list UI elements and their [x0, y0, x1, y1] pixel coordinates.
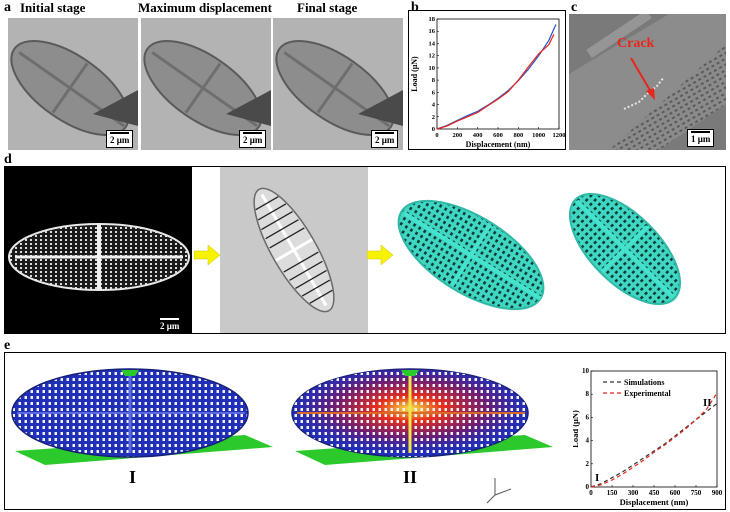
scale-bar-d: 2 μm [157, 317, 182, 333]
plot-area [436, 18, 560, 130]
stage-title-3: Final stage [297, 0, 358, 15]
sem-frame-1: 2 μm [8, 18, 138, 150]
x-tick-label: 600 [670, 489, 681, 497]
series-line-2 [436, 34, 555, 130]
panel-d-frame: 2 μm [4, 166, 726, 334]
y-tick-label: 0 [432, 126, 435, 133]
tomogram-slice-image [220, 167, 368, 333]
y-tick-label: 6 [432, 89, 436, 96]
x-tick-label: 0 [435, 132, 438, 139]
scale-bar-a3: 2 μm [371, 130, 399, 148]
y-tick-label: 2 [586, 460, 590, 468]
crack-arrow [630, 57, 655, 100]
series-line-2 [590, 392, 718, 488]
load-displacement-chart-e: 0 150 300 450 600 750 900 0 2 4 6 8 10 Displacement (… [573, 367, 723, 507]
sem-frame-2: 2 μm [141, 18, 271, 150]
diatom-sem-image: 2 μm [5, 167, 192, 333]
series-line-1 [590, 403, 718, 488]
panel-d-label: d [4, 152, 12, 167]
x-tick-label: 300 [628, 489, 639, 497]
y-tick-label: 14 [429, 40, 436, 47]
legend-label-1: Simulations [624, 378, 664, 387]
stage-label-II: II [403, 467, 418, 487]
y-tick-label: 8 [586, 390, 590, 398]
panel-a-label: a [4, 0, 11, 15]
x-tick-label: 1000 [532, 132, 545, 139]
y-tick-label: 18 [429, 16, 436, 23]
scale-bar-c: 1 μm [687, 129, 715, 147]
crack-sem-drawing [569, 14, 726, 150]
y-tick-label: 0 [586, 483, 590, 491]
y-tick-label: 4 [586, 437, 590, 445]
crack-sem-image: Crack 1 μm [569, 14, 726, 150]
x-tick-label: 600 [493, 132, 503, 139]
axis-triad-icon [486, 478, 512, 504]
arrow-right-icon [367, 245, 393, 265]
corner-label-II: II [703, 397, 712, 409]
stage-label-I: I [129, 467, 137, 487]
panel-e-label: e [4, 338, 11, 353]
y-tick-label: 10 [429, 65, 436, 72]
panel-b-frame: 0 200 400 600 800 1000 1200 0 2 4 6 8 10 12 14 16 18 Disp… [408, 10, 566, 150]
y-tick-label: 10 [582, 367, 590, 375]
y-tick-label: 8 [432, 77, 436, 84]
stage-title-2: Maximum displacement [138, 0, 272, 15]
y-tick-label: 6 [586, 413, 590, 421]
y-tick-label: 4 [432, 102, 436, 109]
y-tick-label: 12 [429, 53, 436, 60]
y-tick-label: 16 [429, 28, 436, 35]
x-axis-label: Displacement (nm) [466, 140, 531, 149]
stage-title-1: Initial stage [20, 0, 86, 15]
arrow-right-icon [194, 245, 220, 265]
legend-label-2: Experimental [624, 389, 671, 398]
x-axis-label: Displacement (nm) [620, 497, 689, 507]
x-tick-label: 450 [649, 489, 660, 497]
y-axis-label: Load (μN) [573, 410, 580, 448]
crack-label: Crack [617, 36, 655, 51]
x-tick-label: 0 [589, 489, 593, 497]
x-tick-label: 750 [691, 489, 702, 497]
scale-bar-a2: 2 μm [239, 130, 267, 148]
diatom-3d-model-views [397, 192, 682, 311]
y-axis-label: Load (μN) [410, 56, 419, 92]
y-tick-label: 2 [432, 114, 435, 121]
panel-c-label: c [571, 0, 578, 15]
top-indenter [121, 370, 139, 376]
x-tick-label: 1200 [553, 132, 566, 139]
x-tick-label: 900 [712, 489, 723, 497]
sem-frame-3: 2 μm [273, 18, 403, 150]
x-tick-label: 150 [607, 489, 618, 497]
load-displacement-chart-b: 0 200 400 600 800 1000 1200 0 2 4 6 8 10 12 14 16 18 Disp… [410, 16, 566, 149]
series-line-1 [436, 24, 557, 130]
x-tick-label: 400 [473, 132, 483, 139]
x-tick-label: 200 [452, 132, 462, 139]
x-tick-label: 800 [513, 132, 523, 139]
scale-bar-a1: 2 μm [106, 130, 134, 148]
panel-b-label: b [411, 0, 419, 15]
panel-e-frame: I II 0 150 300 450 600 750 900 0 2 4 6 8 10 Displacem… [4, 352, 726, 510]
corner-label-I: I [595, 472, 599, 484]
fem-simulation-views [11, 368, 553, 504]
